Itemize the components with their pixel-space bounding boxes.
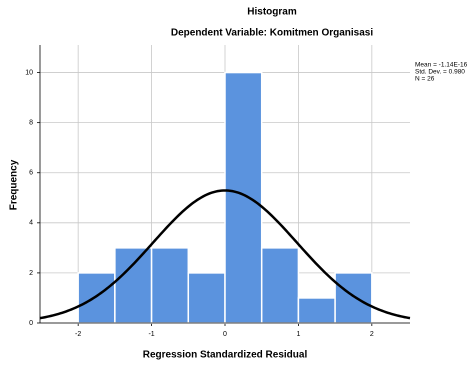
stat-n: N = 26: [415, 76, 435, 83]
bar: [224, 71, 263, 324]
normal-curve: [39, 189, 411, 320]
y-tick-label: 0: [29, 320, 33, 327]
x-tick-label: 0: [223, 331, 227, 338]
x-axis-label: Regression Standardized Residual: [143, 350, 308, 361]
bar: [334, 272, 373, 324]
y-axis-label: Frequency: [9, 159, 20, 210]
x-tick-label: -1: [148, 331, 154, 338]
y-tick-label: 8: [29, 119, 33, 126]
chart-title: Histogram: [247, 7, 297, 18]
bar: [150, 247, 190, 324]
y-tick-label: 2: [29, 270, 33, 277]
chart-subtitle: Dependent Variable: Komitmen Organisasi: [171, 28, 373, 39]
y-tick-label: 4: [29, 220, 33, 227]
stat-std-dev: Std. Dev. = 0.980: [415, 69, 465, 76]
x-tick-label: 1: [296, 331, 300, 338]
y-tick-label: 10: [25, 69, 33, 76]
bar: [297, 297, 336, 324]
x-tick-label: 2: [370, 331, 374, 338]
x-tick-label: -2: [75, 331, 81, 338]
bar: [187, 272, 226, 324]
bar: [77, 272, 116, 324]
y-tick-label: 6: [29, 170, 33, 177]
bar: [260, 247, 300, 324]
bar: [114, 247, 153, 324]
stat-mean: Mean = -1.14E-16: [415, 62, 468, 69]
